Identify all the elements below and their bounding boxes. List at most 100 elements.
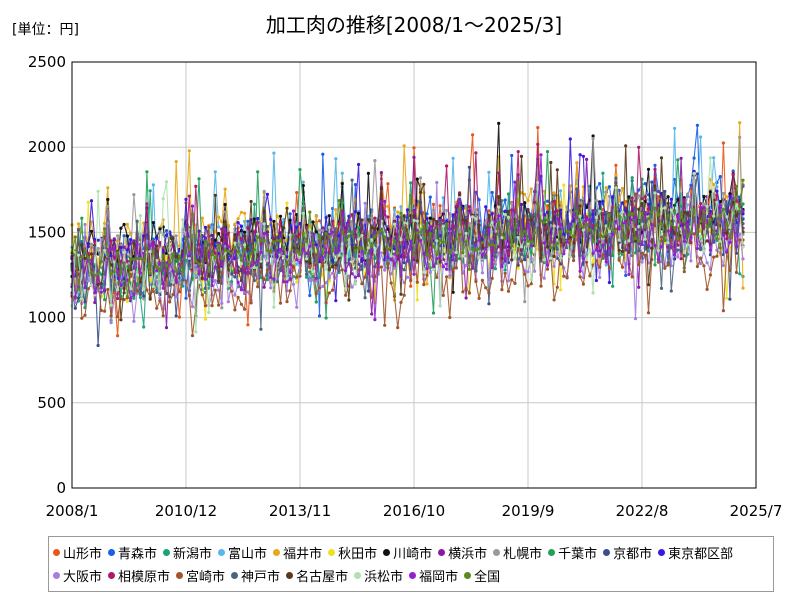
legend-label: 相模原市 [118, 570, 171, 585]
data-point [715, 189, 719, 193]
data-point [269, 275, 273, 280]
data-point [708, 190, 713, 194]
data-point [614, 163, 618, 167]
data-point [200, 216, 204, 220]
data-point [138, 292, 142, 297]
data-point [539, 153, 543, 157]
data-point [366, 272, 370, 276]
data-point [262, 277, 266, 281]
data-point [702, 226, 706, 230]
data-point [340, 242, 344, 246]
data-point [409, 278, 413, 283]
data-point [500, 236, 504, 240]
data-point [174, 269, 178, 273]
data-point [461, 254, 465, 258]
data-point [314, 214, 318, 218]
data-point [549, 160, 553, 165]
data-point [392, 220, 397, 224]
data-point [363, 296, 367, 300]
data-point [155, 265, 159, 269]
data-point [695, 264, 700, 269]
data-point [350, 246, 354, 250]
data-point [510, 244, 514, 248]
data-point [301, 243, 305, 248]
data-point [712, 214, 716, 218]
data-point [132, 296, 136, 300]
data-point [275, 250, 279, 255]
data-point [422, 283, 426, 287]
data-point [676, 158, 680, 162]
data-point [122, 222, 126, 227]
data-point [689, 259, 693, 263]
data-point [503, 209, 507, 213]
data-point [705, 204, 709, 208]
data-point [135, 273, 139, 277]
data-point [396, 215, 400, 219]
data-point [630, 212, 634, 216]
data-point [314, 243, 318, 247]
data-point [734, 270, 739, 275]
data-point [532, 231, 537, 235]
data-point [360, 218, 364, 222]
data-point [516, 266, 520, 270]
data-point [708, 215, 713, 219]
data-point [591, 134, 595, 138]
data-point [171, 269, 175, 273]
data-point [542, 220, 546, 224]
data-point [373, 250, 377, 254]
data-point [725, 203, 729, 207]
data-point [568, 222, 572, 226]
data-point [415, 298, 419, 302]
data-point [295, 225, 299, 229]
data-point [93, 273, 97, 277]
data-point [236, 217, 240, 221]
data-point [418, 176, 423, 180]
data-point [282, 254, 286, 258]
data-point [340, 171, 344, 175]
data-point [656, 189, 660, 194]
data-point [265, 192, 269, 196]
data-point [171, 252, 175, 256]
legend-item: 新潟市 [163, 541, 212, 564]
data-point [673, 177, 677, 182]
data-point [565, 240, 569, 244]
data-point [666, 229, 670, 233]
data-point [223, 187, 227, 191]
data-point [604, 231, 608, 235]
data-point [630, 275, 634, 279]
legend-item: 浜松市 [354, 564, 403, 587]
data-point [389, 225, 393, 229]
data-point [331, 230, 335, 234]
data-point [210, 233, 214, 237]
data-point [252, 261, 256, 265]
data-point [324, 316, 328, 320]
data-point [344, 286, 348, 290]
data-point [412, 214, 416, 218]
legend-label: 新潟市 [173, 547, 213, 562]
data-point [112, 260, 116, 264]
data-point [565, 276, 569, 280]
data-point [734, 214, 739, 218]
data-point [588, 228, 592, 232]
data-point [220, 220, 224, 224]
data-point [76, 296, 81, 300]
data-point [591, 209, 595, 213]
data-point [529, 257, 533, 261]
data-point [376, 219, 380, 223]
data-point [624, 208, 628, 212]
legend-item: 千葉市 [548, 541, 597, 564]
data-point [529, 187, 533, 191]
plot-frame [71, 61, 757, 489]
data-point [598, 265, 602, 269]
data-point [435, 275, 439, 279]
data-point [594, 222, 599, 226]
x-tick-label: 2019/9 [502, 502, 555, 520]
data-point [422, 225, 426, 229]
data-point [269, 286, 273, 290]
x-tick-label: 2016/10 [383, 502, 445, 520]
data-point [637, 239, 641, 243]
data-point [510, 153, 514, 158]
data-point [545, 263, 550, 267]
data-point [151, 285, 155, 289]
